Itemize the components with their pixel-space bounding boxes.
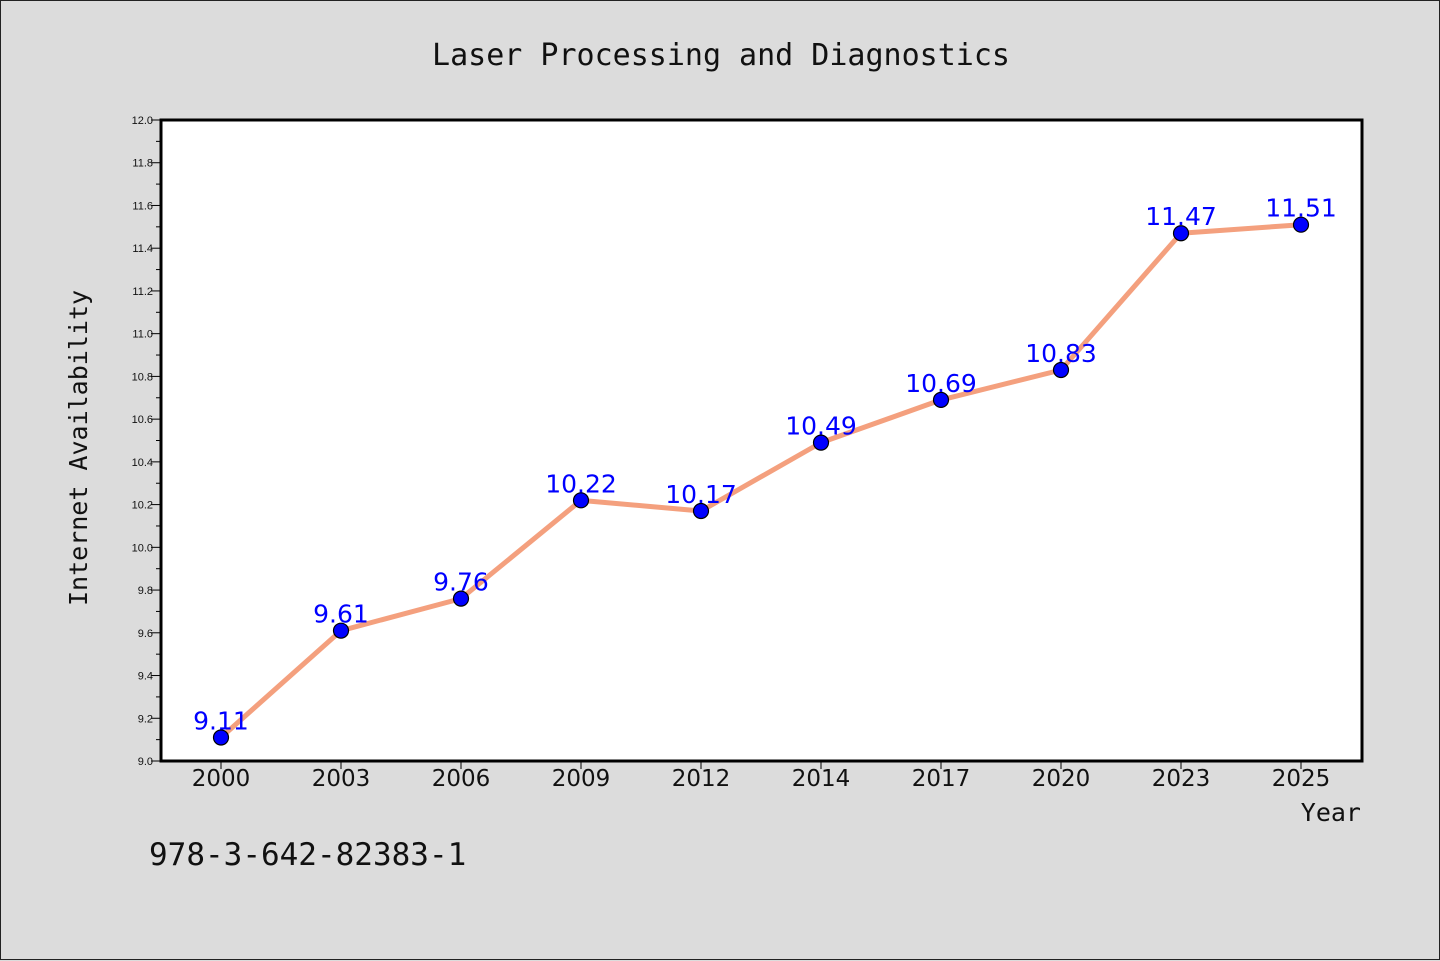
- x-tick-label: 2012: [672, 766, 731, 792]
- y-axis: 9.0 9.2 9.4 9.6 9.8 10.0 10.2 10.4 10.6 10.8 11.0 1…: [132, 115, 161, 768]
- data-label: 10.83: [1025, 339, 1097, 368]
- x-tick-label: 2023: [1152, 766, 1211, 792]
- series-line: [219, 222, 1302, 740]
- y-axis-label: Internet Availability: [64, 290, 93, 606]
- plot-area: [159, 118, 1364, 763]
- data-label: 9.76: [433, 568, 489, 597]
- y-tick-label: 9.8: [138, 585, 153, 597]
- y-tick-label: 10.6: [132, 414, 153, 426]
- data-label: 10.49: [785, 412, 857, 441]
- data-labels: 9.11 9.61 9.76 10.22 10.17 10.49 10.69 10.83 11.…: [193, 194, 1337, 736]
- x-tick-label: 2003: [312, 766, 371, 792]
- y-tick-label: 9.2: [138, 713, 153, 725]
- data-point: [692, 502, 710, 520]
- y-tick-label: 11.2: [132, 286, 153, 298]
- x-tick-label: 2017: [912, 766, 971, 792]
- x-tick-label: 2020: [1032, 766, 1091, 792]
- x-tick-label: 2009: [552, 766, 611, 792]
- y-tick-label: 10.0: [132, 542, 153, 554]
- data-point: [1052, 361, 1070, 379]
- data-label: 10.69: [905, 369, 977, 398]
- y-tick-label: 10.2: [132, 500, 153, 512]
- data-label: 10.22: [545, 469, 617, 498]
- chart-title: Laser Processing and Diagnostics: [432, 38, 1010, 73]
- data-label: 11.51: [1265, 194, 1337, 223]
- y-tick-label: 11.0: [132, 329, 153, 341]
- y-tick-label: 11.8: [132, 158, 153, 170]
- y-tick-label: 10.4: [132, 457, 153, 469]
- data-label: 9.11: [193, 706, 249, 735]
- data-point: [932, 391, 950, 409]
- x-axis: 2000 2003 2006 2009 2012 2014 2017 2020 2023 2025: [192, 761, 1331, 792]
- footer-code: 978-3-642-82383-1: [149, 837, 466, 873]
- data-point: [1172, 225, 1190, 242]
- x-tick-label: 2025: [1272, 766, 1331, 792]
- data-point: [1292, 216, 1310, 233]
- data-point: [572, 492, 590, 509]
- data-markers: [212, 216, 1310, 746]
- x-tick-label: 2000: [192, 766, 251, 792]
- y-tick-label: 12.0: [132, 115, 153, 127]
- data-point: [452, 590, 470, 607]
- y-tick-label: 9.4: [138, 671, 153, 683]
- y-tick-label: 11.6: [132, 200, 153, 212]
- data-point: [332, 622, 350, 639]
- y-tick-label: 9.0: [138, 756, 153, 768]
- x-tick-label: 2006: [432, 766, 491, 792]
- data-point: [812, 434, 830, 451]
- y-tick-label: 10.8: [132, 371, 153, 383]
- y-tick-label: 9.6: [138, 628, 153, 640]
- y-tick-label: 11.4: [132, 243, 153, 255]
- data-label: 11.47: [1145, 202, 1217, 231]
- x-axis-label: Year: [1301, 798, 1361, 827]
- data-label: 9.61: [313, 600, 369, 629]
- x-tick-label: 2014: [792, 766, 851, 792]
- data-label: 10.17: [665, 480, 737, 509]
- series-line-group: [219, 222, 1302, 740]
- data-point: [212, 729, 230, 746]
